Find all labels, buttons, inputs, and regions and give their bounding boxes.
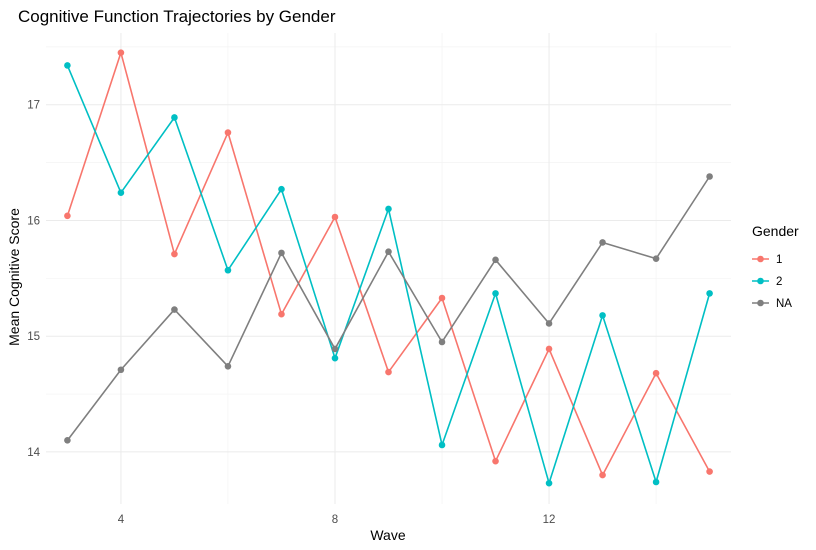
- data-point: [599, 312, 606, 319]
- y-axis-title: Mean Cognitive Score: [6, 208, 22, 346]
- x-axis-title: Wave: [370, 527, 405, 543]
- data-point: [117, 49, 125, 56]
- data-point: [224, 129, 232, 136]
- x-tick-label: 8: [332, 514, 338, 526]
- x-tick-label: 4: [118, 514, 125, 526]
- data-point: [492, 457, 499, 465]
- y-tick-label: 14: [27, 447, 40, 459]
- data-point: [224, 362, 232, 370]
- data-point: [385, 205, 392, 213]
- data-point: [64, 437, 71, 444]
- data-point: [331, 354, 339, 362]
- data-point: [652, 255, 660, 262]
- data-point: [599, 471, 606, 479]
- data-point: [331, 345, 339, 353]
- data-point: [278, 185, 285, 193]
- data-point: [652, 478, 660, 486]
- legend-label: 1: [776, 254, 782, 266]
- data-point: [117, 189, 125, 197]
- legend-item: NA: [752, 298, 792, 310]
- y-tick-label: 15: [27, 331, 40, 343]
- data-point: [224, 266, 232, 274]
- series-1: [64, 49, 713, 479]
- series-line: [66, 51, 711, 476]
- series-line: [66, 65, 711, 484]
- x-tick-label: 12: [543, 514, 556, 526]
- chart-title: Cognitive Function Trajectories by Gende…: [18, 7, 336, 26]
- series-layer: [64, 49, 713, 487]
- data-point: [545, 479, 553, 487]
- legend-item: 1: [752, 254, 782, 266]
- data-point: [706, 468, 713, 475]
- data-point: [278, 249, 285, 257]
- data-point: [385, 248, 392, 256]
- data-point: [492, 256, 499, 264]
- y-tick-label: 16: [27, 215, 40, 227]
- legend-title: Gender: [752, 223, 799, 239]
- data-point: [545, 320, 553, 327]
- data-point: [545, 345, 553, 353]
- tick-layer: 4 8 12 14 15 16 17: [27, 100, 555, 526]
- legend-item: 2: [752, 276, 782, 288]
- legend-key-point: [757, 255, 764, 263]
- legend: Gender 1 2 NA: [752, 223, 799, 310]
- data-point: [438, 338, 446, 346]
- y-tick-label: 17: [27, 100, 40, 112]
- data-point: [171, 250, 178, 258]
- data-point: [652, 369, 660, 377]
- data-point: [64, 212, 71, 220]
- series-NA: [64, 173, 713, 444]
- data-point: [492, 290, 499, 297]
- legend-key-point: [757, 299, 764, 307]
- data-point: [64, 62, 71, 69]
- data-point: [706, 290, 713, 297]
- data-point: [438, 294, 446, 302]
- data-point: [117, 366, 125, 374]
- legend-label: 2: [776, 276, 782, 288]
- data-point: [385, 368, 392, 376]
- data-point: [706, 173, 713, 180]
- legend-key-point: [757, 277, 764, 285]
- grid-layer: [46, 33, 731, 504]
- legend-label: NA: [776, 298, 792, 310]
- data-point: [171, 306, 178, 313]
- data-point: [599, 239, 606, 246]
- data-point: [278, 310, 285, 318]
- series-2: [64, 62, 713, 487]
- data-point: [171, 114, 178, 121]
- data-point: [331, 213, 339, 221]
- data-point: [438, 441, 446, 449]
